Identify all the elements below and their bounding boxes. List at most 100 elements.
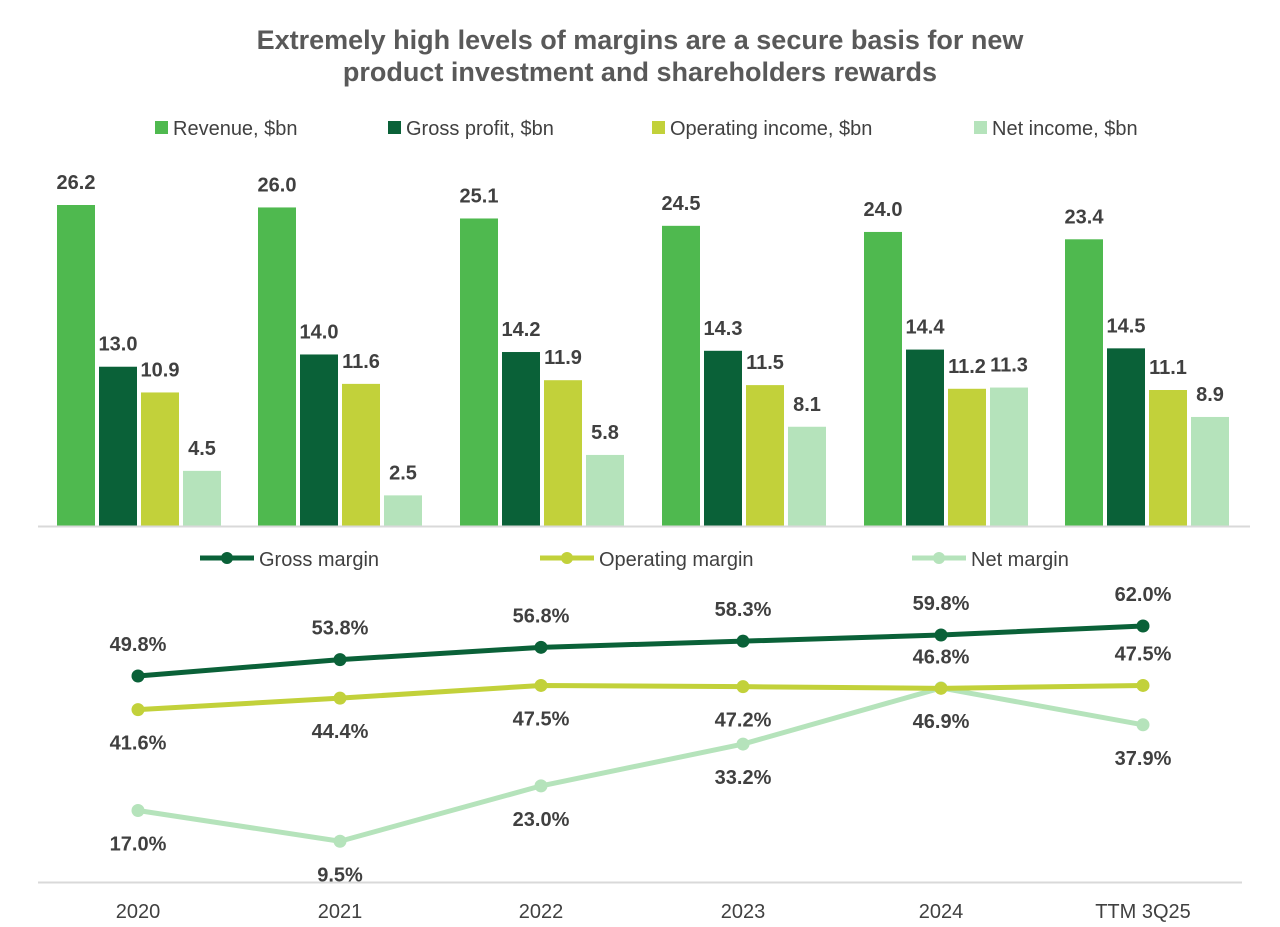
line-point-1-1 <box>333 691 347 705</box>
line-legend-marker-0 <box>221 552 233 564</box>
line-label-1-4: 46.8% <box>913 646 970 668</box>
legend-swatch-1 <box>388 121 401 134</box>
legend-label-2: Operating income, $bn <box>670 118 872 140</box>
bar-3-4 <box>990 387 1028 526</box>
bar-label-2-3: 11.5 <box>746 352 784 374</box>
title-line-1: Extremely high levels of margins are a s… <box>256 25 1024 55</box>
bar-1-5 <box>1107 348 1145 526</box>
line-point-0-2 <box>534 640 548 654</box>
line-label-0-1: 53.8% <box>312 618 369 640</box>
bar-1-1 <box>300 354 338 526</box>
bar-0-4 <box>864 231 902 526</box>
bar-label-0-3: 24.5 <box>662 193 701 215</box>
bar-label-1-2: 14.2 <box>502 319 541 341</box>
line-point-2-3 <box>736 737 750 751</box>
line-legend-label-1: Operating margin <box>599 549 754 571</box>
line-point-0-1 <box>333 653 347 667</box>
line-point-2-5 <box>1136 718 1150 732</box>
bar-label-1-0: 13.0 <box>99 334 138 356</box>
bar-0-0 <box>57 205 95 526</box>
line-point-1-0 <box>131 703 145 717</box>
bar-3-3 <box>788 426 826 526</box>
bar-0-2 <box>460 218 498 526</box>
line-label-1-1: 44.4% <box>312 721 369 743</box>
bar-label-2-1: 11.6 <box>342 351 380 373</box>
bar-label-1-5: 14.5 <box>1107 315 1146 337</box>
line-label-2-3: 33.2% <box>715 767 772 789</box>
bar-2-5 <box>1149 390 1187 526</box>
legend-swatch-0 <box>155 121 168 134</box>
bar-label-3-0: 4.5 <box>188 438 216 460</box>
bar-2-0 <box>141 392 179 526</box>
line-label-1-0: 41.6% <box>110 733 167 755</box>
bar-label-1-4: 14.4 <box>906 317 946 339</box>
bar-label-0-1: 26.0 <box>258 174 297 196</box>
line-label-2-4: 46.9% <box>913 711 970 733</box>
bar-0-1 <box>258 207 296 526</box>
legend-swatch-2 <box>652 121 665 134</box>
line-label-2-5: 37.9% <box>1115 748 1172 770</box>
bar-label-3-5: 8.9 <box>1196 384 1224 406</box>
line-point-1-2 <box>534 678 548 692</box>
line-label-0-4: 59.8% <box>913 593 970 615</box>
line-label-1-5: 47.5% <box>1115 643 1172 665</box>
bar-label-0-5: 23.4 <box>1065 206 1105 228</box>
bar-1-2 <box>502 352 540 526</box>
bar-1-0 <box>99 366 137 526</box>
bar-label-1-1: 14.0 <box>300 321 339 343</box>
x-tick-2: 2022 <box>519 901 564 923</box>
line-legend-marker-2 <box>933 552 945 564</box>
x-tick-4: 2024 <box>919 901 964 923</box>
x-tick-1: 2021 <box>318 901 363 923</box>
bar-2-3 <box>746 385 784 526</box>
legend-swatch-3 <box>974 121 987 134</box>
bar-2-1 <box>342 383 380 526</box>
line-legend-label-0: Gross margin <box>259 549 379 571</box>
line-point-2-1 <box>333 834 347 848</box>
chart-title: Extremely high levels of margins are a s… <box>0 24 1280 88</box>
legend-label-3: Net income, $bn <box>992 118 1138 140</box>
bar-2-2 <box>544 380 582 526</box>
line-legend-label-2: Net margin <box>971 549 1069 571</box>
line-label-1-3: 47.2% <box>715 710 772 732</box>
bar-3-1 <box>384 495 422 526</box>
bar-label-2-4: 11.2 <box>948 356 986 378</box>
bar-label-0-2: 25.1 <box>460 185 499 207</box>
legend-label-1: Gross profit, $bn <box>406 118 554 140</box>
bar-label-2-0: 10.9 <box>141 359 180 381</box>
legend-label-0: Revenue, $bn <box>173 118 298 140</box>
bar-3-2 <box>586 454 624 526</box>
line-point-0-3 <box>736 634 750 648</box>
bar-3-0 <box>183 470 221 526</box>
bar-label-3-3: 8.1 <box>793 394 821 416</box>
line-label-1-2: 47.5% <box>513 708 570 730</box>
line-point-2-0 <box>131 804 145 817</box>
bar-0-5 <box>1065 239 1103 526</box>
line-2 <box>137 685 1144 844</box>
bar-label-3-2: 5.8 <box>591 422 619 444</box>
line-label-0-3: 58.3% <box>715 599 772 621</box>
bar-3-5 <box>1191 416 1229 526</box>
bar-label-0-0: 26.2 <box>57 172 96 194</box>
line-point-1-4 <box>934 681 948 695</box>
line-label-0-2: 56.8% <box>513 605 570 627</box>
bar-label-2-2: 11.9 <box>544 347 582 369</box>
line-label-2-1: 9.5% <box>317 864 363 886</box>
line-label-0-0: 49.8% <box>110 634 167 656</box>
line-point-0-4 <box>934 628 948 642</box>
line-1 <box>137 682 1144 713</box>
bar-1-4 <box>906 349 944 526</box>
line-point-2-2 <box>534 779 548 793</box>
x-tick-5: TTM 3Q25 <box>1095 901 1191 923</box>
line-point-0-5 <box>1136 619 1150 633</box>
line-0 <box>137 623 1144 679</box>
x-tick-0: 2020 <box>116 901 161 923</box>
line-label-0-5: 62.0% <box>1115 584 1172 606</box>
line-label-2-0: 17.0% <box>110 834 167 856</box>
bar-label-0-4: 24.0 <box>864 199 903 221</box>
bar-label-2-5: 11.1 <box>1149 357 1187 379</box>
bar-2-4 <box>948 388 986 526</box>
line-point-1-3 <box>736 680 750 694</box>
line-point-0-0 <box>131 669 145 683</box>
